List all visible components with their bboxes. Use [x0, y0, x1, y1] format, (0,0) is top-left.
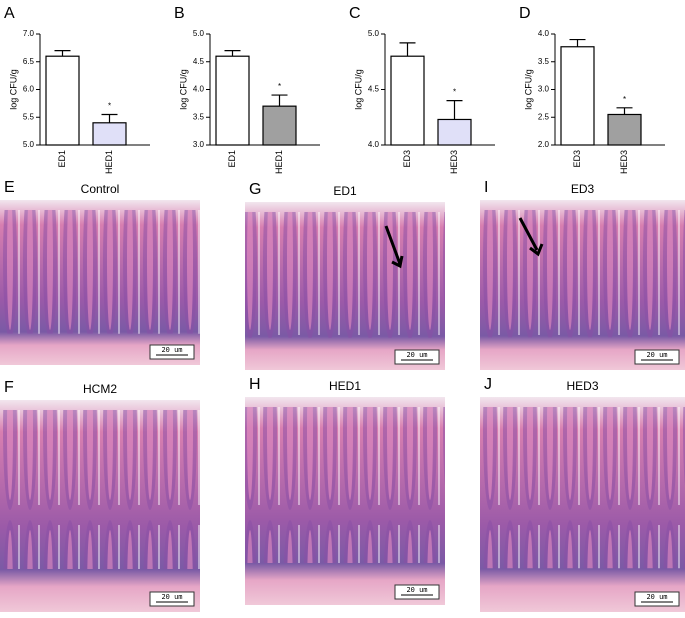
- panel-letter: C: [349, 5, 361, 22]
- significance-mark: *: [453, 88, 456, 97]
- image-title: Control: [81, 182, 120, 196]
- category-label: ED1: [57, 150, 67, 168]
- error-bar: [569, 38, 586, 47]
- y-tick-label: 3.5: [193, 112, 205, 121]
- error-bar: [616, 107, 633, 115]
- bar: [215, 55, 250, 146]
- error-bar: [224, 50, 241, 57]
- y-tick-label: 3.5: [538, 57, 550, 66]
- scale-bar-label: 20 um: [646, 593, 667, 601]
- error-bar: [101, 113, 118, 123]
- y-tick-label: 4.5: [368, 85, 380, 94]
- y-tick-label: 7.0: [23, 29, 35, 38]
- panel-letter: J: [484, 376, 492, 393]
- y-axis-label: log CFU/g: [523, 69, 533, 110]
- y-tick-label: 4.0: [193, 85, 205, 94]
- villi-texture: [480, 210, 685, 338]
- y-axis-label: log CFU/g: [178, 69, 188, 110]
- image-title: HED3: [566, 379, 598, 393]
- panel-letter: B: [174, 5, 185, 22]
- error-bar: [54, 50, 71, 57]
- significance-mark: *: [623, 95, 626, 104]
- arrow: [384, 225, 404, 269]
- bar: [92, 122, 127, 146]
- villi-texture: [0, 210, 200, 334]
- category-label: HED3: [619, 150, 629, 174]
- panel-letter: E: [4, 179, 15, 196]
- significance-mark: *: [108, 102, 111, 111]
- scale-bar-label: 20 um: [646, 351, 667, 359]
- y-tick-label: 6.5: [23, 57, 35, 66]
- panel-letter: I: [484, 179, 488, 196]
- y-axis-label: log CFU/g: [8, 69, 18, 110]
- y-tick-label: 5.0: [23, 140, 35, 149]
- image-title: HCM2: [83, 382, 117, 396]
- y-tick-label: 4.0: [538, 29, 550, 38]
- bar: [45, 55, 80, 146]
- category-label: HED3: [449, 150, 459, 174]
- image-title: ED3: [571, 182, 595, 196]
- error-bar: [399, 42, 416, 57]
- bar: [607, 113, 642, 146]
- image-title: HED1: [329, 379, 361, 393]
- y-tick-label: 5.5: [23, 112, 35, 121]
- scale-bar-label: 20 um: [161, 593, 182, 601]
- villi-texture: [245, 212, 445, 338]
- bar: [560, 46, 595, 146]
- error-bar: [271, 94, 288, 107]
- category-label: HED1: [104, 150, 114, 174]
- bar: [390, 55, 425, 146]
- scale-bar-label: 20 um: [406, 351, 427, 359]
- villi-texture: [0, 410, 200, 569]
- scale-bar-label: 20 um: [406, 586, 427, 594]
- category-label: ED3: [402, 150, 412, 168]
- villi-texture: [245, 407, 445, 563]
- bar: [262, 105, 297, 146]
- y-axis-label: log CFU/g: [353, 69, 363, 110]
- y-tick-label: 5.0: [368, 29, 380, 38]
- villi-texture: [480, 407, 685, 569]
- y-tick-label: 2.5: [538, 112, 550, 121]
- y-tick-label: 3.0: [193, 140, 205, 149]
- category-label: ED3: [572, 150, 582, 168]
- panel-letter: F: [4, 379, 14, 396]
- y-tick-label: 5.0: [193, 29, 205, 38]
- error-bar: [446, 100, 463, 120]
- category-label: ED1: [227, 150, 237, 168]
- y-tick-label: 4.0: [368, 140, 380, 149]
- bar: [437, 118, 472, 146]
- y-tick-label: 3.0: [538, 85, 550, 94]
- y-tick-label: 6.0: [23, 85, 35, 94]
- panel-letter: A: [4, 5, 15, 22]
- scale-bar-label: 20 um: [161, 346, 182, 354]
- significance-mark: *: [278, 82, 281, 91]
- panel-letter: D: [519, 5, 531, 22]
- category-label: HED1: [274, 150, 284, 174]
- y-tick-label: 2.0: [538, 140, 550, 149]
- panel-letter: H: [249, 376, 261, 393]
- y-tick-label: 4.5: [193, 57, 205, 66]
- image-title: ED1: [333, 184, 357, 198]
- arrow: [518, 217, 544, 257]
- panel-letter: G: [249, 181, 261, 198]
